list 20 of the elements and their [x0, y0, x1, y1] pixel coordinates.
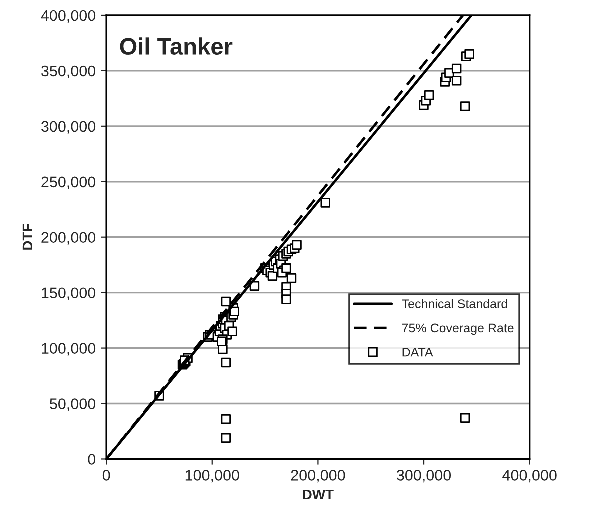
x-axis-title: DWT [303, 490, 334, 500]
x-tick-label: 300,000 [396, 470, 452, 483]
x-tick-label: 200,000 [291, 470, 346, 483]
legend-label: DATA [402, 348, 434, 357]
legend-label: Technical Standard [402, 299, 508, 308]
y-axis-title: DTF [22, 224, 32, 250]
y-tick-label: 50,000 [50, 398, 96, 412]
y-tick-label: 300,000 [42, 121, 96, 134]
y-tick-label: 400,000 [41, 10, 96, 23]
y-tick-label: 350,000 [42, 66, 96, 78]
x-tick-label: 100,000 [186, 470, 240, 483]
text: Oil Tanker [120, 38, 233, 56]
y-tick-label: 250,000 [42, 176, 96, 190]
y-tick-label: 200,000 [42, 232, 96, 245]
y-tick-label: 0 [88, 454, 96, 465]
x-tick-label: 400,000 [502, 470, 557, 483]
x-tick-label: 0 [102, 470, 110, 481]
y-tick-label: 100,000 [42, 343, 96, 356]
y-tick-label: 150,000 [42, 288, 96, 300]
legend-label: 75% Coverage Rate [402, 324, 514, 336]
